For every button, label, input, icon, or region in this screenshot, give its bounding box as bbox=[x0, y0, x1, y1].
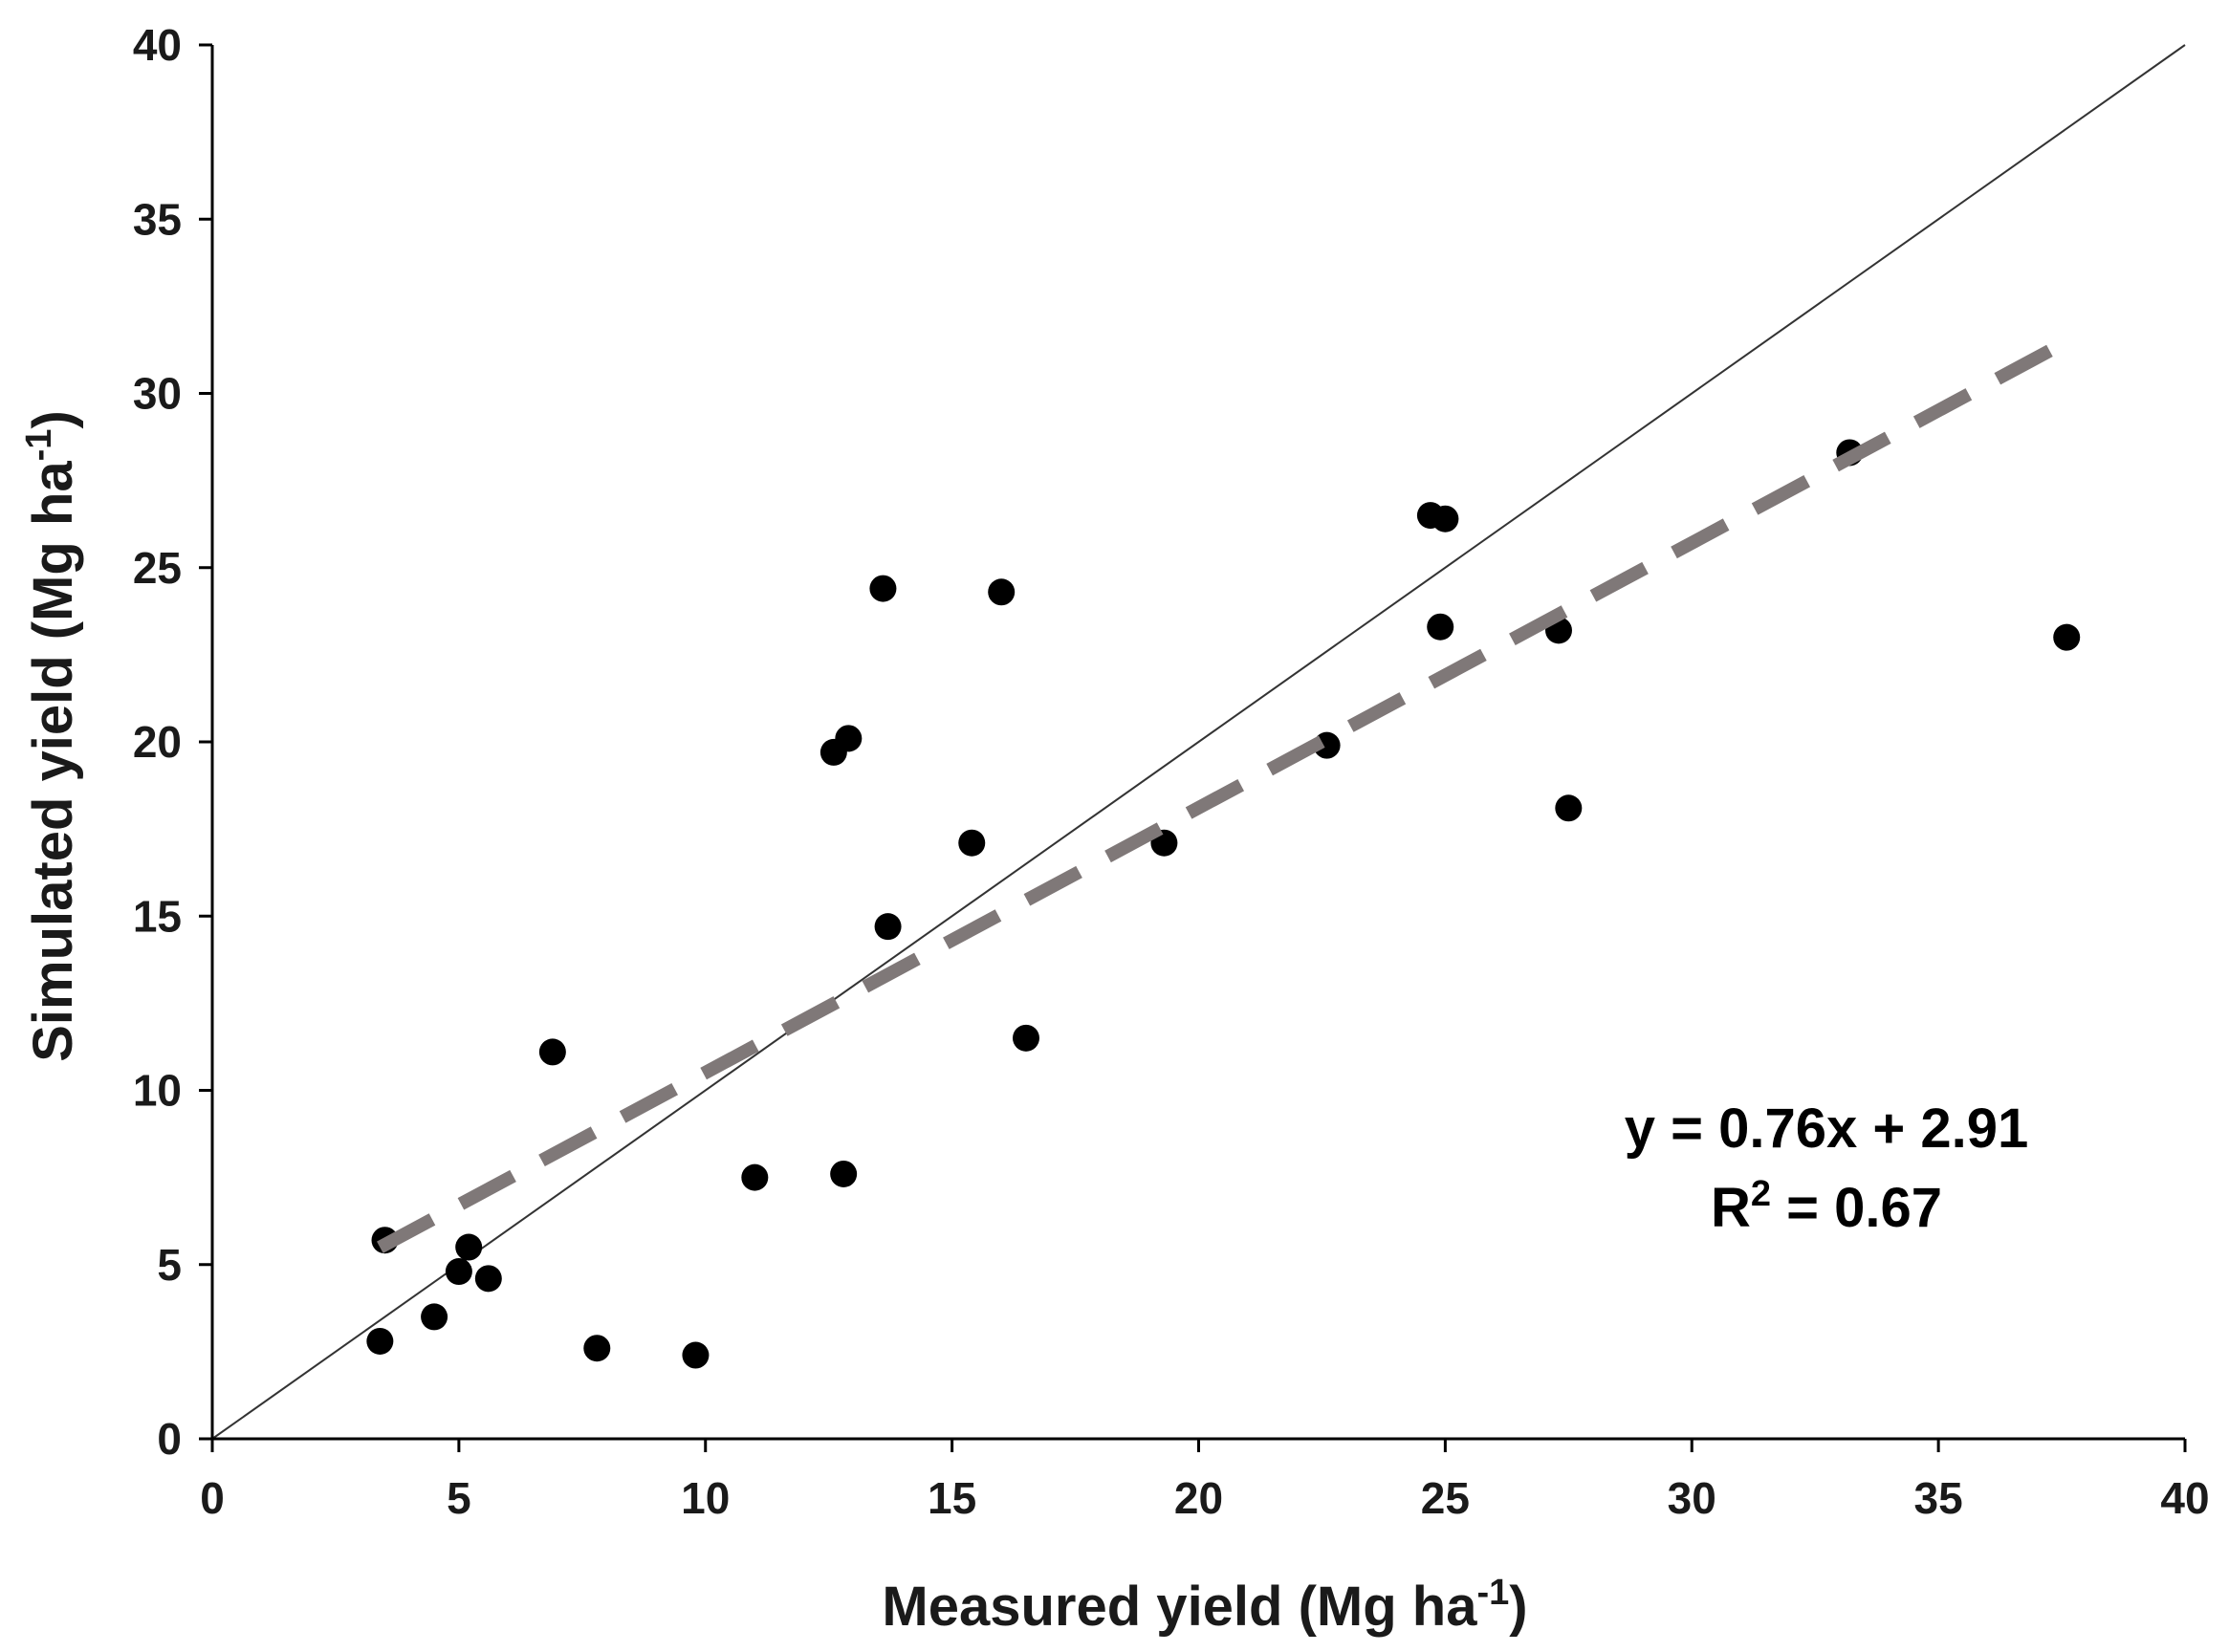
data-point bbox=[2053, 623, 2081, 651]
data-point bbox=[445, 1258, 472, 1286]
y-tick-label: 35 bbox=[133, 194, 182, 244]
data-point bbox=[421, 1303, 448, 1331]
data-point bbox=[455, 1233, 483, 1261]
y-tick-label: 30 bbox=[133, 369, 182, 419]
data-points bbox=[366, 336, 2081, 1369]
x-tick-label: 35 bbox=[1914, 1473, 1963, 1523]
y-tick-label: 5 bbox=[157, 1240, 182, 1290]
y-tick-label: 20 bbox=[133, 717, 182, 767]
one-to-one-line bbox=[211, 44, 2186, 1440]
data-point bbox=[830, 1160, 858, 1187]
data-point bbox=[741, 1163, 769, 1191]
y-tick-label: 0 bbox=[157, 1414, 182, 1464]
y-tick-label: 15 bbox=[133, 891, 182, 941]
r-squared-label: R2 = 0.67 bbox=[1711, 1174, 1942, 1239]
x-tick-label: 25 bbox=[1421, 1473, 1470, 1523]
regression-equation: y = 0.76x + 2.91 bbox=[1625, 1098, 2028, 1160]
data-point bbox=[366, 1327, 394, 1355]
data-point bbox=[1555, 794, 1583, 822]
data-point bbox=[1431, 505, 1459, 533]
data-point bbox=[835, 725, 863, 752]
data-point bbox=[1427, 613, 1454, 641]
trend-line bbox=[377, 336, 2070, 1253]
y-tick-label: 25 bbox=[133, 543, 182, 593]
x-tick-label: 40 bbox=[2160, 1473, 2209, 1523]
data-point bbox=[874, 913, 902, 941]
x-tick-label: 15 bbox=[928, 1473, 976, 1523]
x-tick-label: 10 bbox=[681, 1473, 730, 1523]
x-tick-label: 30 bbox=[1668, 1473, 1716, 1523]
data-point bbox=[474, 1265, 502, 1293]
data-point bbox=[1012, 1024, 1039, 1052]
y-axis-title: Simulated yield (Mg ha-1) bbox=[19, 410, 84, 1062]
x-tick-label: 0 bbox=[200, 1473, 225, 1523]
y-tick-label: 40 bbox=[133, 20, 182, 70]
x-tick-label: 20 bbox=[1174, 1473, 1223, 1523]
data-point bbox=[583, 1335, 611, 1362]
data-point bbox=[682, 1341, 710, 1369]
data-point bbox=[869, 575, 897, 602]
axis-ticks: 0 5 10 15 20 25 30 35 40 0 5 10 15 20 25 30 35 40 bbox=[133, 20, 2210, 1523]
y-tick-label: 10 bbox=[133, 1066, 182, 1116]
x-axis-title: Measured yield (Mg ha-1) bbox=[882, 1573, 1527, 1638]
reference-lines bbox=[211, 44, 2186, 1440]
x-tick-label: 5 bbox=[447, 1473, 471, 1523]
data-point bbox=[988, 578, 1016, 606]
data-point bbox=[958, 829, 986, 857]
data-point bbox=[538, 1038, 566, 1066]
